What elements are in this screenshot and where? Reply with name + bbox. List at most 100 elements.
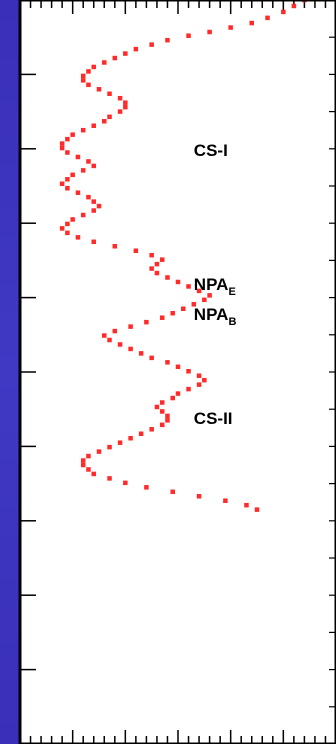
data-point — [96, 449, 102, 454]
plot-background — [20, 0, 336, 744]
data-point — [165, 360, 170, 365]
data-point — [80, 212, 86, 218]
data-point — [117, 440, 123, 445]
data-point — [207, 293, 212, 298]
data-point — [202, 297, 207, 303]
data-point — [149, 266, 154, 271]
data-point — [128, 324, 133, 329]
data-point — [196, 288, 202, 294]
data-point — [165, 275, 170, 280]
data-point — [75, 190, 81, 195]
data-point — [165, 413, 170, 419]
data-point — [70, 172, 75, 178]
data-point — [159, 409, 165, 414]
data-point — [91, 208, 96, 213]
data-point — [291, 3, 297, 9]
data-point — [80, 73, 86, 79]
data-point — [138, 351, 144, 356]
data-points — [59, 0, 307, 512]
data-point — [102, 60, 107, 65]
data-point — [75, 154, 81, 160]
data-point — [149, 252, 154, 258]
data-point — [123, 100, 128, 105]
data-point — [91, 123, 96, 128]
data-point — [65, 185, 70, 191]
data-point — [228, 25, 233, 30]
data-point — [133, 248, 139, 253]
data-point — [117, 342, 123, 347]
data-point — [128, 346, 133, 352]
data-point — [159, 422, 165, 428]
data-point — [165, 418, 170, 423]
data-point — [75, 235, 81, 240]
data-point — [249, 20, 254, 26]
data-point — [175, 279, 181, 285]
data-point — [86, 69, 91, 74]
data-point — [202, 377, 207, 383]
data-point — [154, 261, 160, 267]
data-point — [149, 427, 154, 432]
data-point — [144, 485, 149, 490]
data-point — [59, 145, 65, 151]
data-point — [65, 177, 70, 182]
data-point — [59, 226, 65, 231]
annotation-labels: CS-I NPAE NPAB CS-II — [194, 141, 237, 428]
data-point — [165, 37, 170, 43]
data-point — [107, 476, 112, 481]
data-point — [207, 29, 212, 35]
data-point — [91, 239, 96, 245]
annotation-label: CS-II — [194, 409, 233, 428]
data-point — [181, 306, 186, 312]
data-point — [138, 431, 144, 437]
data-point — [65, 150, 70, 155]
data-point — [159, 400, 165, 405]
data-point — [70, 217, 75, 222]
data-point — [265, 15, 270, 21]
data-point — [91, 64, 96, 70]
data-point — [96, 203, 102, 209]
data-point — [86, 159, 91, 164]
data-point — [70, 132, 75, 137]
data-point — [86, 82, 91, 88]
data-point — [144, 319, 149, 325]
data-point — [117, 95, 123, 101]
data-point — [117, 109, 123, 114]
data-point — [254, 507, 260, 512]
data-point — [123, 51, 128, 56]
data-point — [154, 404, 160, 410]
data-point — [96, 87, 102, 92]
data-point — [107, 337, 112, 343]
plot-frame — [18, 0, 336, 744]
data-point — [65, 221, 70, 227]
data-point — [102, 333, 107, 338]
data-point — [80, 127, 86, 133]
data-point — [175, 364, 181, 370]
data-point — [149, 42, 154, 47]
data-point — [223, 498, 228, 503]
data-point — [170, 395, 175, 401]
data-point — [91, 163, 96, 169]
annotation-label: NPAB — [194, 305, 237, 328]
data-point — [186, 386, 191, 392]
data-point — [112, 244, 118, 249]
data-point — [170, 489, 175, 495]
data-point — [244, 502, 249, 508]
data-point — [191, 302, 197, 307]
data-point — [65, 136, 70, 142]
data-point — [102, 119, 107, 124]
data-point — [159, 257, 165, 262]
data-point — [107, 444, 112, 450]
data-point — [112, 328, 118, 334]
data-point — [86, 194, 91, 200]
data-point — [91, 471, 96, 477]
data-point — [80, 458, 86, 463]
data-point — [186, 33, 191, 38]
data-point — [123, 480, 128, 486]
data-point — [186, 369, 191, 374]
data-point — [175, 391, 181, 396]
data-point — [86, 453, 91, 459]
data-point — [170, 310, 175, 316]
data-point — [112, 55, 118, 61]
data-point — [86, 467, 91, 472]
